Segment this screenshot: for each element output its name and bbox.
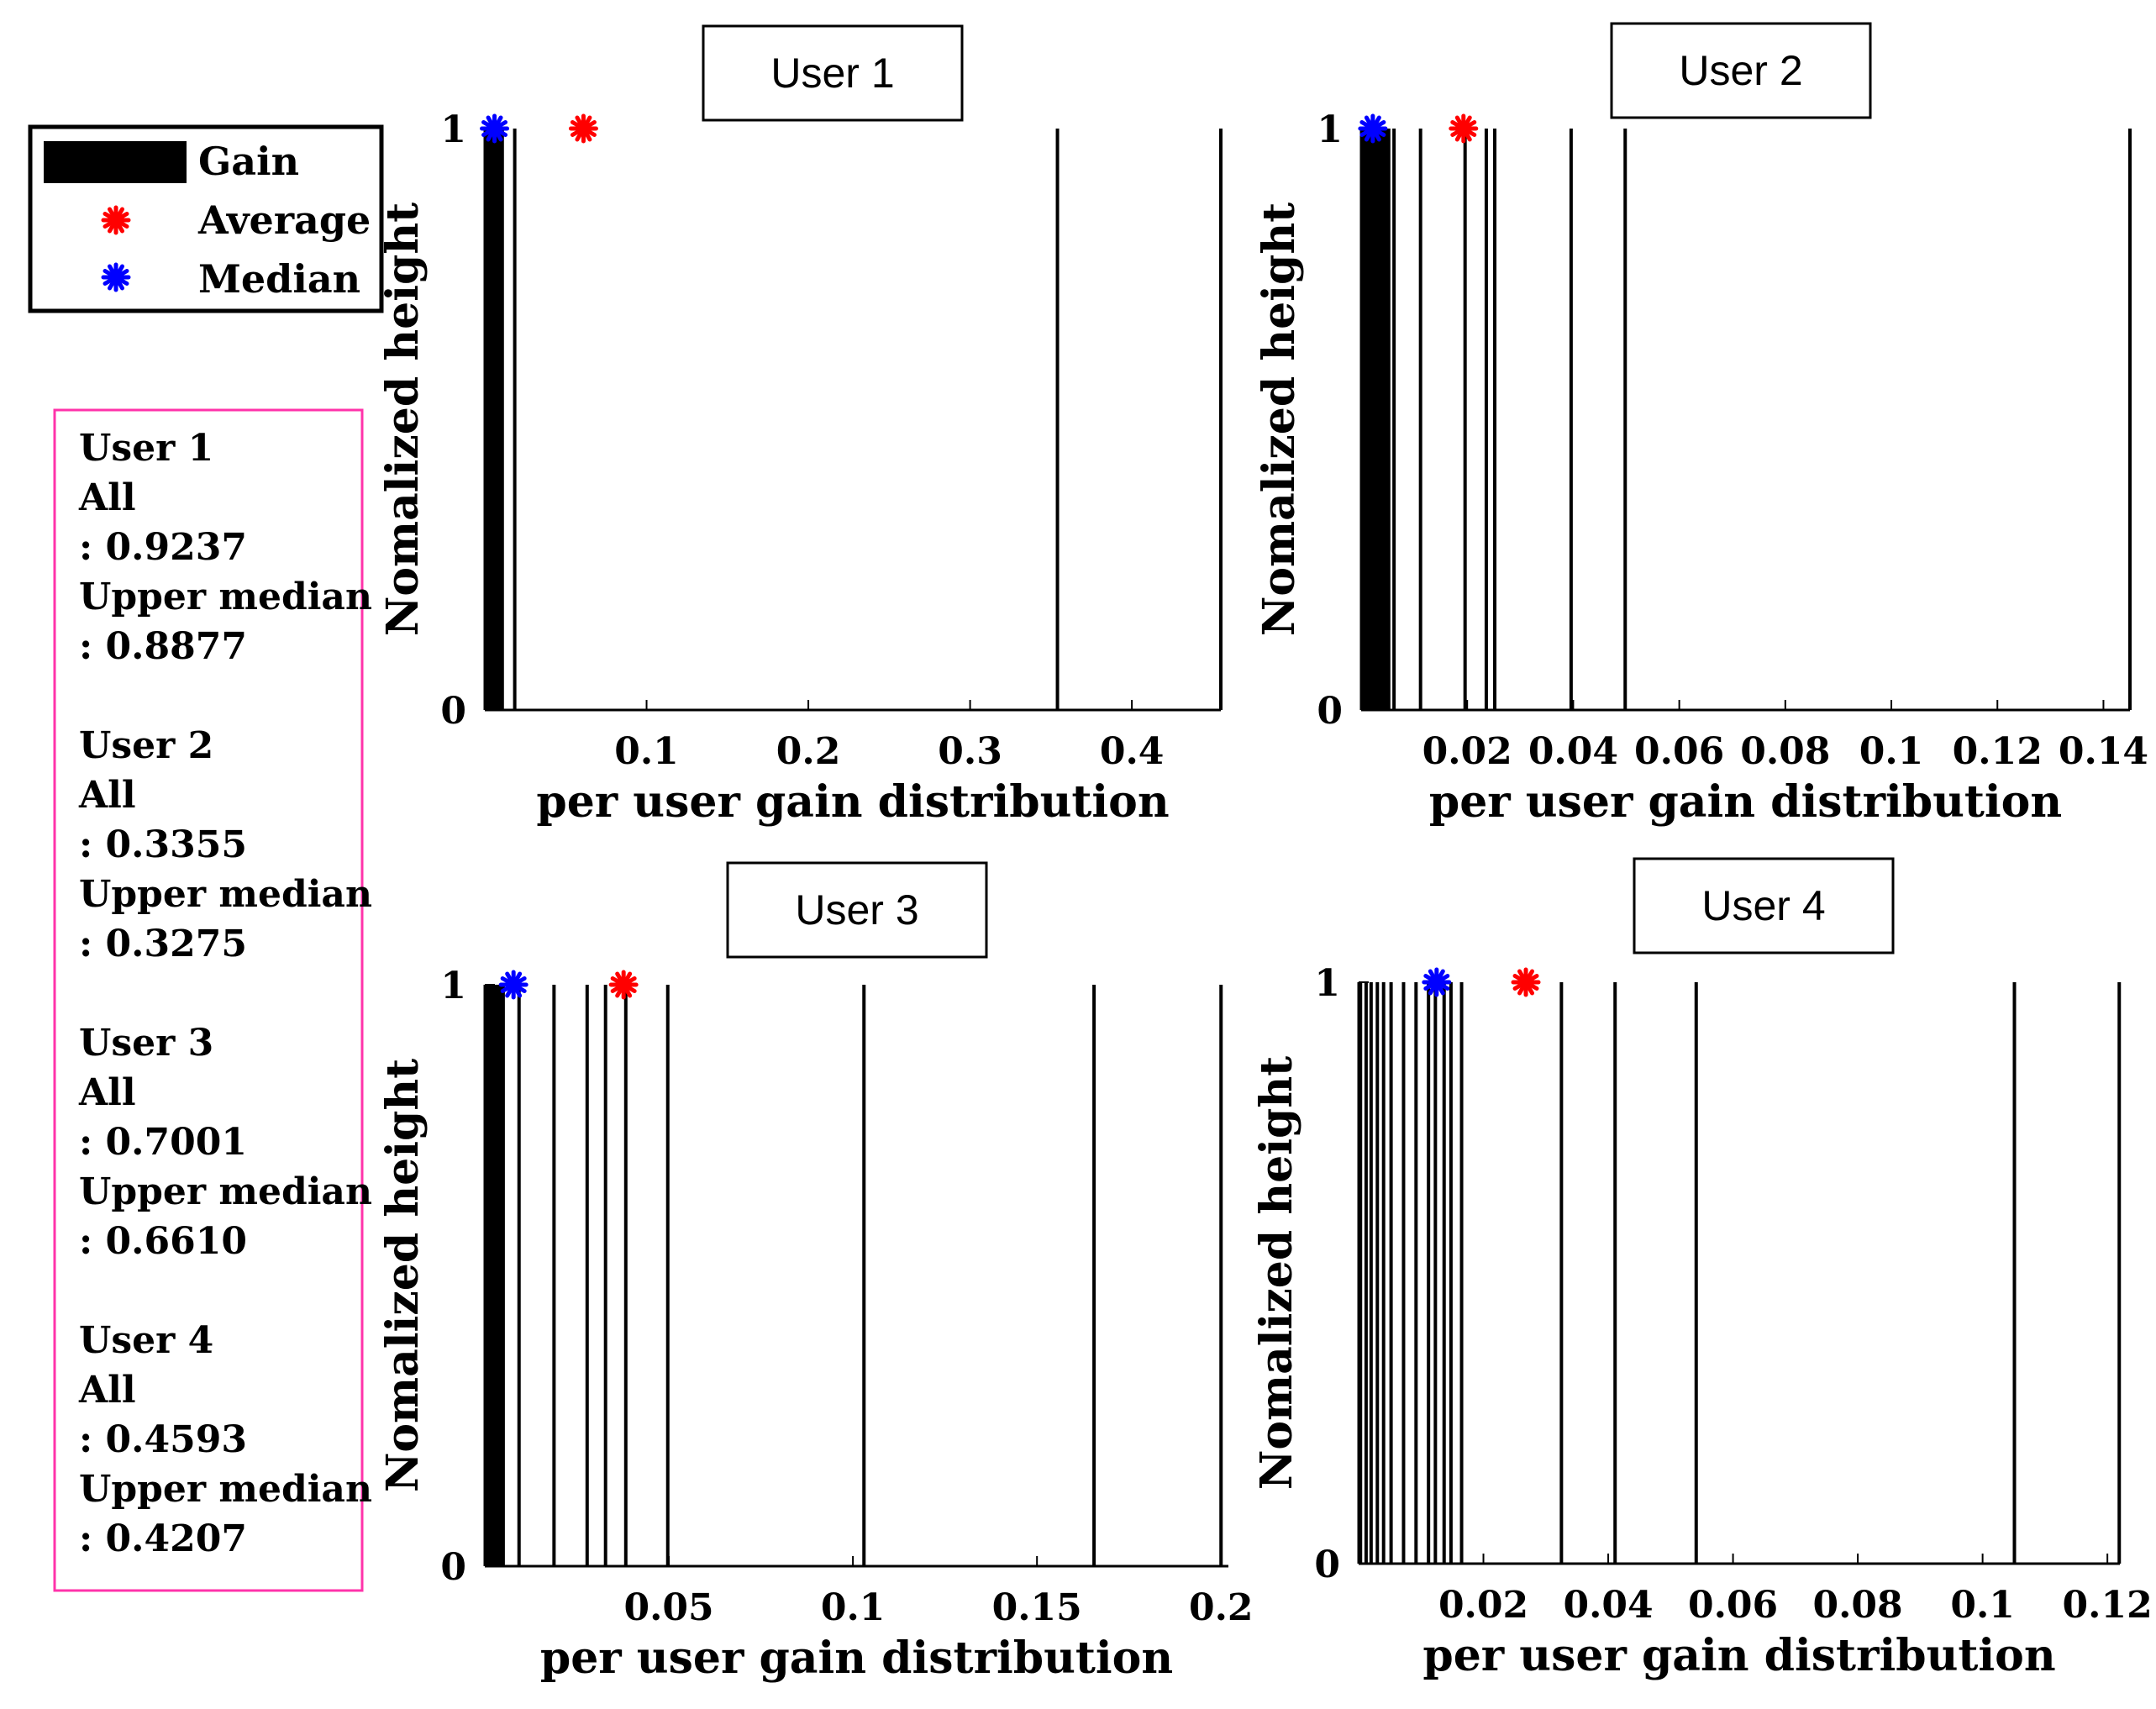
stats-user4-all-value: : 0.4593 — [79, 1418, 247, 1461]
x-axis-label: per user gain distribution — [536, 776, 1169, 828]
y-tick-label: 1 — [440, 965, 466, 1007]
y-tick-label: 1 — [1317, 108, 1343, 151]
average-marker — [608, 970, 639, 1000]
stats-user1-all-label: All — [78, 476, 136, 519]
stats-user4-upper-label: Upper median — [79, 1468, 372, 1511]
stats-user1-all-value: : 0.9237 — [79, 526, 247, 569]
y-tick-label: 1 — [440, 108, 466, 151]
median-marker — [480, 113, 510, 144]
x-tick-label: 0.2 — [1189, 1586, 1254, 1629]
stats-user3-upper-label: Upper median — [79, 1170, 372, 1213]
x-tick-label: 0.02 — [1422, 730, 1512, 773]
x-tick-label: 0.3 — [938, 730, 1002, 773]
x-tick-label: 0.06 — [1634, 730, 1724, 773]
chart-panel-user1: User 1 0.1 0.2 0.3 0.4 0 1 per user gain distri… — [377, 24, 1223, 828]
median-marker — [1358, 113, 1388, 144]
chart-panel-user3: User 3 0.05 0.1 0.15 0.2 0 1 per user gain dist… — [377, 861, 1254, 1684]
stats-user1-name: User 1 — [79, 427, 213, 470]
x-tick-label: 0.12 — [2063, 1584, 2153, 1627]
stats-user4-upper-value: : 0.4207 — [79, 1517, 247, 1560]
legend-median-marker — [101, 262, 131, 292]
median-marker — [1422, 967, 1452, 997]
y-axis-label: Nomalized height — [1251, 1056, 1302, 1490]
stats-user3-all-label: All — [78, 1071, 136, 1114]
legend-gain-label: Gain — [198, 139, 299, 184]
y-axis-label: Nomalized height — [377, 1059, 429, 1492]
x-axis-label: per user gain distribution — [1422, 1630, 2055, 1681]
legend-gain-swatch — [44, 141, 187, 183]
legend-median-label: Median — [198, 256, 360, 302]
x-tick-label: 0.15 — [992, 1586, 1082, 1629]
x-tick-label: 0.1 — [1950, 1584, 2015, 1627]
legend-average-label: Average — [197, 197, 371, 243]
y-tick-label: 0 — [1314, 1543, 1340, 1586]
chart-title: User 2 — [1679, 47, 1802, 94]
stats-user1-upper-label: Upper median — [79, 576, 372, 618]
x-tick-label: 0.1 — [821, 1586, 886, 1629]
chart-title-box — [1633, 857, 1895, 954]
x-tick-label: 0.02 — [1438, 1584, 1528, 1627]
x-tick-label: 0.1 — [614, 730, 679, 773]
y-tick-label: 1 — [1314, 962, 1340, 1005]
stats-user1-upper-value: : 0.8877 — [79, 625, 247, 668]
chart-title-box — [1610, 22, 1872, 119]
x-tick-label: 0.1 — [1859, 730, 1924, 773]
y-tick-label: 0 — [440, 690, 466, 733]
legend-average-marker — [101, 205, 131, 235]
x-tick-label: 0.04 — [1563, 1584, 1653, 1627]
y-tick-label: 0 — [1317, 690, 1343, 733]
stats-user4-name: User 4 — [79, 1319, 213, 1362]
chart-title: User 4 — [1701, 882, 1825, 929]
x-tick-label: 0.2 — [776, 730, 841, 773]
legend-average-asterisk — [101, 205, 131, 235]
legend: Gain Average Median — [28, 124, 384, 313]
x-tick-label: 0.04 — [1528, 730, 1618, 773]
legend-median-asterisk — [101, 262, 131, 292]
x-tick-label: 0.14 — [2059, 730, 2148, 773]
stats-user3-upper-value: : 0.6610 — [79, 1220, 247, 1263]
y-axis-label: Nomalized height — [1254, 202, 1305, 636]
x-axis-label: per user gain distribution — [1429, 776, 2062, 828]
stats-user2-all-label: All — [78, 774, 136, 817]
stats-user2-name: User 2 — [79, 724, 213, 767]
chart-panel-user4: User 4 0.02 0.04 0.06 0.08 0.1 0.12 0 1 per user … — [1251, 857, 2153, 1681]
x-tick-label: 0.12 — [1953, 730, 2043, 773]
stats-user2-upper-value: : 0.3275 — [79, 923, 247, 965]
stats-user2-all-value: : 0.3355 — [79, 823, 247, 866]
chart-title-box — [702, 24, 964, 122]
stats-user2-upper-label: Upper median — [79, 873, 372, 916]
chart-title-box — [726, 861, 988, 959]
median-marker — [498, 970, 528, 1000]
x-tick-label: 0.05 — [623, 1586, 713, 1629]
y-tick-label: 0 — [440, 1546, 466, 1589]
y-axis-label: Nomalized height — [377, 202, 429, 636]
stats-user3-all-value: : 0.7001 — [79, 1121, 247, 1164]
x-axis-label: per user gain distribution — [540, 1633, 1173, 1684]
x-tick-label: 0.4 — [1100, 730, 1165, 773]
x-tick-label: 0.08 — [1813, 1584, 1903, 1627]
x-tick-label: 0.06 — [1688, 1584, 1778, 1627]
x-tick-label: 0.08 — [1740, 730, 1830, 773]
chart-panel-user2: User 2 0.02 0.04 0.06 0.08 0.1 0.12 0.14 0 1 per u… — [1254, 22, 2148, 828]
stats-user3-name: User 3 — [79, 1022, 213, 1065]
average-marker — [1511, 967, 1541, 997]
average-marker — [1449, 113, 1479, 144]
chart-title: User 3 — [795, 886, 918, 933]
stats-user4-all-label: All — [78, 1369, 136, 1412]
average-marker — [568, 113, 598, 144]
chart-title: User 1 — [770, 50, 894, 97]
stats-box: User 1 All : 0.9237 Upper median : 0.887… — [53, 408, 372, 1592]
